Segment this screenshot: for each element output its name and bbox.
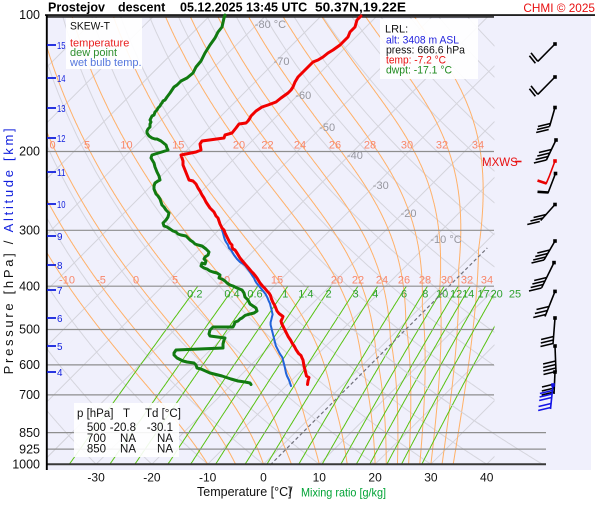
- svg-text:50.37N,19.22E: 50.37N,19.22E: [315, 1, 406, 15]
- svg-text:-5: -5: [96, 274, 106, 286]
- svg-text:200: 200: [19, 145, 40, 159]
- svg-text:-70: -70: [274, 56, 290, 68]
- svg-text:-10: -10: [199, 471, 217, 485]
- svg-text:-60: -60: [295, 90, 311, 102]
- svg-text:descent: descent: [118, 1, 166, 15]
- svg-text:4: 4: [57, 367, 63, 379]
- svg-text:T: T: [123, 408, 130, 420]
- svg-text:-40: -40: [347, 150, 363, 162]
- svg-text:25: 25: [509, 288, 521, 300]
- svg-text:30: 30: [441, 274, 453, 286]
- svg-text:5: 5: [84, 139, 90, 151]
- svg-text:11: 11: [57, 167, 66, 179]
- svg-text:28: 28: [419, 274, 431, 286]
- svg-text:6: 6: [401, 288, 407, 300]
- svg-text:20: 20: [491, 288, 503, 300]
- svg-text:100: 100: [19, 8, 40, 22]
- svg-text:-10 °C: -10 °C: [430, 234, 461, 246]
- svg-text:NA: NA: [157, 444, 173, 456]
- svg-text:13: 13: [57, 103, 66, 115]
- svg-text:05.12.2025 13:45 UTC: 05.12.2025 13:45 UTC: [180, 1, 307, 15]
- svg-text:Td [°C]: Td [°C]: [145, 408, 181, 420]
- svg-text:3: 3: [352, 288, 358, 300]
- svg-text:28: 28: [364, 139, 376, 151]
- svg-text:15: 15: [172, 139, 184, 151]
- svg-text:0: 0: [260, 471, 267, 485]
- svg-text:15: 15: [271, 274, 283, 286]
- svg-text:-20: -20: [143, 471, 161, 485]
- svg-text:12: 12: [57, 133, 66, 145]
- svg-text:30: 30: [424, 471, 438, 485]
- svg-text:2: 2: [326, 288, 332, 300]
- svg-text:-20: -20: [401, 208, 417, 220]
- svg-text:600: 600: [19, 358, 40, 372]
- svg-text:34: 34: [481, 274, 493, 286]
- svg-text:700: 700: [19, 388, 40, 402]
- svg-text:dwpt: -17.1 °C: dwpt: -17.1 °C: [386, 65, 452, 77]
- svg-text:24: 24: [376, 274, 388, 286]
- svg-text:CHMI © 2025: CHMI © 2025: [523, 1, 595, 15]
- svg-text:300: 300: [19, 224, 40, 238]
- svg-text:20: 20: [233, 139, 245, 151]
- svg-text:8: 8: [57, 260, 63, 272]
- svg-text:26: 26: [398, 274, 410, 286]
- svg-text:4: 4: [372, 288, 378, 300]
- svg-text:1.4: 1.4: [298, 288, 313, 300]
- svg-text:-10: -10: [59, 274, 75, 286]
- svg-text:SKEW-T: SKEW-T: [70, 21, 110, 33]
- svg-text:34: 34: [472, 139, 484, 151]
- svg-text:MXWS: MXWS: [482, 157, 518, 169]
- svg-text:Pressure [hPa] / Altitude [k: Pressure [hPa] / Altitude [km]: [1, 126, 16, 375]
- svg-text:32: 32: [436, 139, 448, 151]
- svg-text:32: 32: [461, 274, 473, 286]
- svg-text:Mixing ratio [g/kg]: Mixing ratio [g/kg]: [301, 486, 386, 500]
- svg-text:0.4: 0.4: [224, 288, 239, 300]
- svg-text:40: 40: [480, 471, 494, 485]
- svg-text:1000: 1000: [12, 457, 40, 471]
- svg-text:wet bulb temp.: wet bulb temp.: [69, 57, 142, 69]
- svg-text:850: 850: [87, 444, 106, 456]
- svg-text:0.2: 0.2: [187, 288, 202, 300]
- svg-text:15: 15: [57, 40, 66, 52]
- svg-text:500: 500: [19, 323, 40, 337]
- svg-text:Temperature [°C]: Temperature [°C]: [197, 485, 292, 499]
- svg-text:NA: NA: [120, 444, 136, 456]
- svg-text:6: 6: [57, 313, 63, 325]
- svg-text:5: 5: [172, 274, 178, 286]
- svg-text:9: 9: [57, 231, 63, 243]
- svg-text:8: 8: [422, 288, 428, 300]
- svg-text:p [hPa]: p [hPa]: [77, 408, 113, 420]
- svg-text:10: 10: [436, 288, 448, 300]
- svg-text:26: 26: [329, 139, 341, 151]
- svg-text:1: 1: [282, 288, 288, 300]
- svg-text:24: 24: [294, 139, 306, 151]
- svg-text:17: 17: [477, 288, 489, 300]
- svg-text:10: 10: [57, 199, 66, 211]
- svg-text:/: /: [289, 485, 293, 499]
- svg-text:22: 22: [352, 274, 364, 286]
- svg-text:0: 0: [133, 274, 139, 286]
- svg-text:10: 10: [120, 139, 132, 151]
- svg-text:20: 20: [331, 274, 343, 286]
- svg-text:7: 7: [57, 285, 63, 297]
- svg-text:14: 14: [462, 288, 474, 300]
- svg-text:Prostejov: Prostejov: [48, 1, 105, 15]
- svg-text:12: 12: [450, 288, 462, 300]
- svg-text:10: 10: [313, 471, 327, 485]
- svg-text:925: 925: [19, 442, 40, 456]
- svg-text:0.6: 0.6: [247, 288, 262, 300]
- svg-text:-80 °C: -80 °C: [255, 19, 286, 31]
- svg-text:0: 0: [49, 139, 55, 151]
- svg-text:14: 14: [57, 73, 66, 85]
- svg-text:-30: -30: [373, 180, 389, 192]
- svg-text:850: 850: [19, 426, 40, 440]
- svg-text:-50: -50: [319, 122, 335, 134]
- svg-text:30: 30: [401, 139, 413, 151]
- svg-text:22: 22: [261, 139, 273, 151]
- svg-text:-30: -30: [87, 471, 105, 485]
- svg-text:5: 5: [57, 341, 63, 353]
- svg-text:400: 400: [19, 279, 40, 293]
- svg-text:20: 20: [368, 471, 382, 485]
